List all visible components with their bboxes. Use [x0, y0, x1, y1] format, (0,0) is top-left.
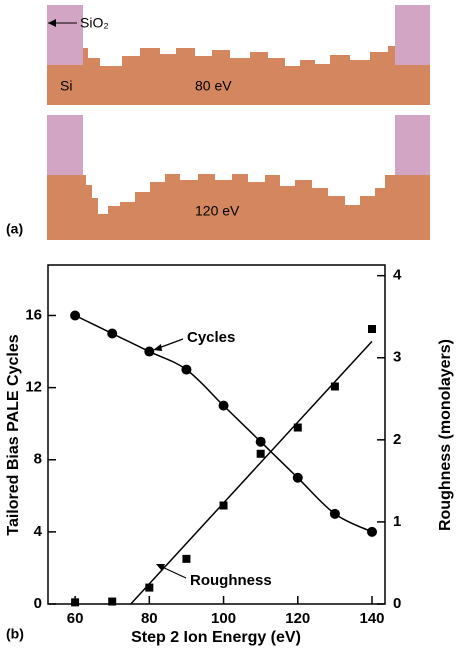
marker [218, 400, 229, 411]
marker [70, 310, 81, 321]
marker [107, 328, 118, 339]
marker [182, 554, 191, 563]
marker [292, 472, 303, 483]
y-tick-label: 8 [34, 451, 42, 468]
image-label: 120 eV [195, 203, 240, 219]
simulation-image-80 [47, 5, 430, 105]
x-tick-label: 80 [141, 610, 158, 627]
y-tick-label: 16 [25, 306, 42, 323]
marker [219, 501, 228, 510]
marker [144, 346, 155, 357]
marker [329, 508, 340, 519]
marker [368, 325, 377, 334]
x-tick-label: 60 [67, 610, 84, 627]
fit-line [130, 340, 373, 605]
x-tick-label: 140 [359, 610, 384, 627]
panel-label: (b) [6, 626, 24, 642]
y-tick-label: 4 [34, 523, 43, 540]
sio2-label: SiO₂ [80, 15, 109, 31]
y-tick-label: 12 [25, 379, 42, 396]
x-tick-label: 100 [211, 610, 236, 627]
y2-tick-label: 4 [393, 267, 402, 284]
marker [255, 436, 266, 447]
marker [145, 583, 154, 592]
simulation-image-120 [47, 115, 430, 240]
y2-tick-label: 2 [393, 431, 401, 448]
marker [330, 382, 339, 391]
marker [108, 597, 117, 606]
y2-tick-label: 1 [393, 513, 401, 530]
series-line [74, 314, 373, 533]
y-axis-label: Tailored Bias PALE Cycles [5, 334, 22, 535]
panel-label: (a) [6, 221, 23, 237]
y2-tick-label: 3 [393, 349, 401, 366]
marker [256, 449, 265, 458]
arrow-head [153, 344, 162, 351]
y2-tick-label: 0 [393, 595, 401, 612]
marker [293, 423, 302, 432]
marker [367, 526, 378, 537]
si-label: Si [60, 78, 72, 94]
plot-frame [47, 264, 386, 605]
y-tick-label: 0 [34, 595, 42, 612]
marker [71, 598, 80, 607]
arrow-head [156, 564, 165, 571]
series-annotation: Roughness [190, 572, 272, 589]
x-tick-label: 120 [285, 610, 310, 627]
y2-axis-label: Roughness (monolayers) [437, 339, 454, 531]
image-label: 80 eV [195, 78, 232, 94]
x-axis-label: Step 2 Ion Energy (eV) [131, 629, 301, 646]
marker [181, 364, 192, 375]
annotation-arrow [159, 565, 187, 579]
series-annotation: Cycles [187, 329, 235, 346]
